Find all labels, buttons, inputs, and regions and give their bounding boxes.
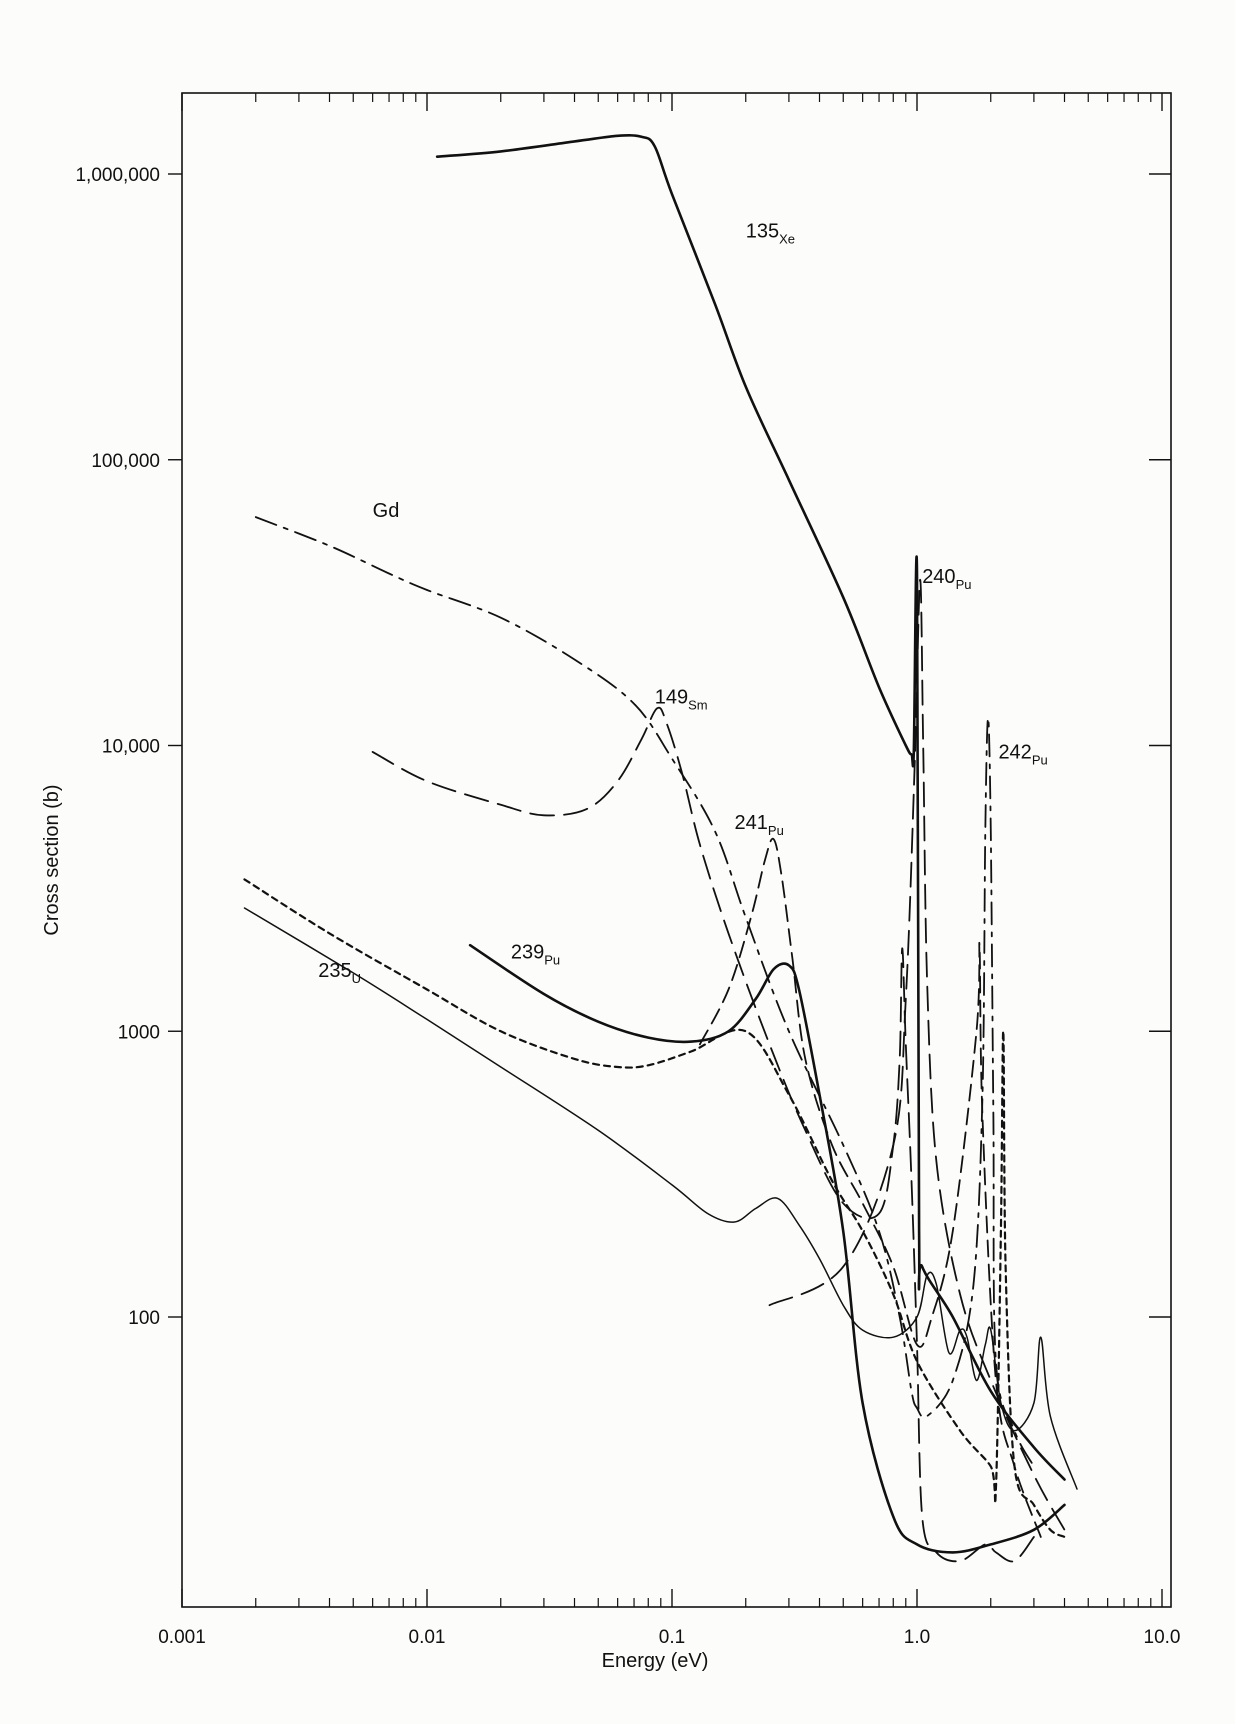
y-tick-label: 1000 [118,1022,160,1043]
y-tick-label: 1,000,000 [75,165,160,186]
series-label-240pu: 240Pu [922,566,971,592]
y-axis-title: Cross section (b) [41,784,63,935]
series-line-149sm [371,706,1035,1563]
series-line-239pu [468,943,1066,1554]
x-tick-label: 0.1 [659,1627,685,1648]
series-label-239pu: 239Pu [511,941,560,967]
series-label-135xe: 135Xe [746,220,795,246]
y-tick-label: 100,000 [91,451,160,472]
y-tick-label: 100 [128,1308,160,1329]
y-axis: 100 1000 10,000 100,000 1,000,000 [75,165,1171,1329]
series-label-149sm: 149Sm [655,687,708,713]
y-tick-label: 10,000 [102,737,160,758]
series-line-240pu [768,578,1066,1531]
series-label-242pu: 242Pu [998,742,1047,768]
series-label-235u: 235U [318,960,361,986]
x-tick-label: 0.01 [409,1627,446,1648]
series-line-242pu [243,878,1066,1538]
x-tick-label: 1.0 [904,1627,930,1648]
x-tick-label: 10.0 [1144,1627,1181,1648]
x-axis-title: Energy (eV) [602,1650,709,1672]
series-label-gd: Gd [373,500,400,522]
plot-frame [181,92,1172,1608]
series-labels: 135Xe Gd 149Sm 240Pu 241Pu 239Pu 235U 242Pu [318,220,1047,985]
series-label-241pu: 241Pu [735,812,784,838]
series-line-241pu [699,837,1042,1538]
series-line-135xe [435,134,1066,1481]
x-tick-label: 0.001 [158,1627,206,1648]
x-axis: 0.001 0.01 0.1 1.0 10.0 [158,93,1180,1648]
series-line-235u [243,907,1078,1490]
series-layer [243,134,1078,1563]
series-line-gd [254,516,1035,1468]
